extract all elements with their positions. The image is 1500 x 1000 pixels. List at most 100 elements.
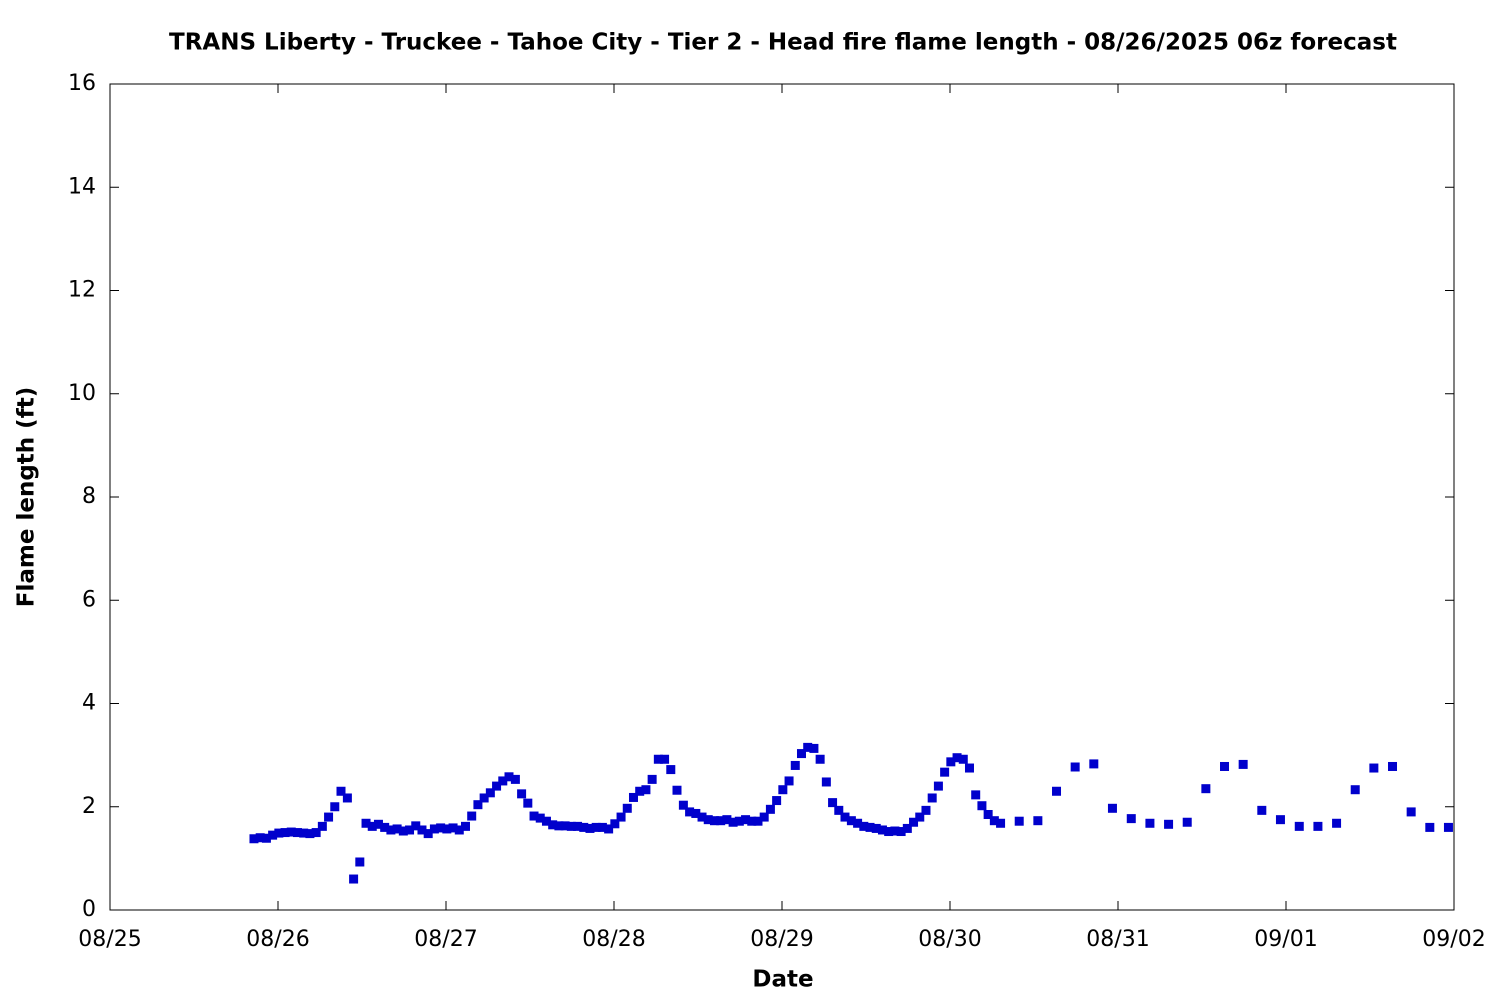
point — [355, 857, 365, 867]
point — [1388, 761, 1398, 771]
point — [921, 805, 931, 815]
point — [1201, 784, 1211, 794]
point — [828, 798, 838, 808]
point — [884, 827, 894, 837]
point — [821, 777, 831, 787]
point — [485, 788, 495, 798]
point — [666, 765, 676, 775]
point — [255, 833, 265, 843]
point — [1332, 818, 1342, 828]
point — [349, 874, 359, 884]
y-tick-label: 4 — [82, 691, 96, 716]
point — [616, 812, 626, 822]
point — [796, 749, 806, 759]
point — [367, 821, 377, 831]
point — [622, 803, 632, 813]
point — [504, 772, 514, 782]
point — [896, 827, 906, 837]
point — [535, 813, 545, 823]
point — [759, 812, 769, 822]
point — [741, 815, 751, 825]
point — [1089, 759, 1099, 769]
point — [834, 805, 844, 815]
point — [268, 830, 278, 840]
point — [660, 754, 670, 764]
point — [1369, 763, 1379, 773]
point — [336, 786, 346, 796]
point — [398, 826, 408, 836]
point — [678, 800, 688, 810]
point — [703, 815, 713, 825]
point — [591, 822, 601, 832]
point — [840, 812, 850, 822]
point — [784, 776, 794, 786]
point — [734, 816, 744, 826]
point — [330, 802, 340, 812]
point — [635, 786, 645, 796]
point — [790, 760, 800, 770]
point — [1126, 814, 1136, 824]
y-tick-label: 12 — [68, 278, 96, 303]
point — [1257, 805, 1267, 815]
x-tick-label: 08/25 — [78, 927, 141, 952]
point — [373, 819, 383, 829]
x-tick-label: 08/27 — [414, 927, 477, 952]
point — [523, 798, 533, 808]
point — [529, 811, 539, 821]
point — [778, 785, 788, 795]
point — [1313, 821, 1323, 831]
point — [647, 774, 657, 784]
point — [585, 823, 595, 833]
point — [467, 811, 477, 821]
point — [909, 817, 919, 827]
point — [448, 823, 458, 833]
point — [933, 781, 943, 791]
point — [977, 801, 987, 811]
point — [1238, 759, 1248, 769]
x-tick-label: 08/26 — [246, 927, 309, 952]
point — [952, 753, 962, 763]
x-tick-label: 08/30 — [918, 927, 981, 952]
point — [392, 824, 402, 834]
point — [597, 822, 607, 832]
point — [548, 820, 558, 830]
point — [249, 834, 259, 844]
point — [728, 817, 738, 827]
y-axis-label: Flame length (ft) — [14, 387, 40, 607]
point — [386, 825, 396, 835]
point — [697, 812, 707, 822]
point — [971, 790, 981, 800]
y-tick-label: 16 — [68, 71, 96, 96]
point — [579, 822, 589, 832]
point — [324, 812, 334, 822]
point — [1425, 822, 1435, 832]
point — [305, 829, 315, 839]
point — [510, 774, 520, 784]
point — [560, 821, 570, 831]
point — [1107, 803, 1117, 813]
y-tick-label: 0 — [82, 897, 96, 922]
point — [853, 818, 863, 828]
point — [859, 821, 869, 831]
point — [1294, 821, 1304, 831]
point — [772, 796, 782, 806]
point — [454, 825, 464, 835]
point — [946, 757, 956, 767]
point — [809, 743, 819, 753]
point — [958, 754, 968, 764]
point — [405, 825, 415, 835]
point — [1275, 815, 1285, 825]
point — [1220, 761, 1230, 771]
point — [517, 789, 527, 799]
point — [803, 742, 813, 752]
point — [1070, 762, 1080, 772]
point — [610, 819, 620, 829]
x-tick-label: 08/28 — [582, 927, 645, 952]
point — [498, 776, 508, 786]
point — [423, 829, 433, 839]
point — [765, 804, 775, 814]
point — [429, 824, 439, 834]
point — [915, 812, 925, 822]
point — [964, 763, 974, 773]
point — [1052, 786, 1062, 796]
